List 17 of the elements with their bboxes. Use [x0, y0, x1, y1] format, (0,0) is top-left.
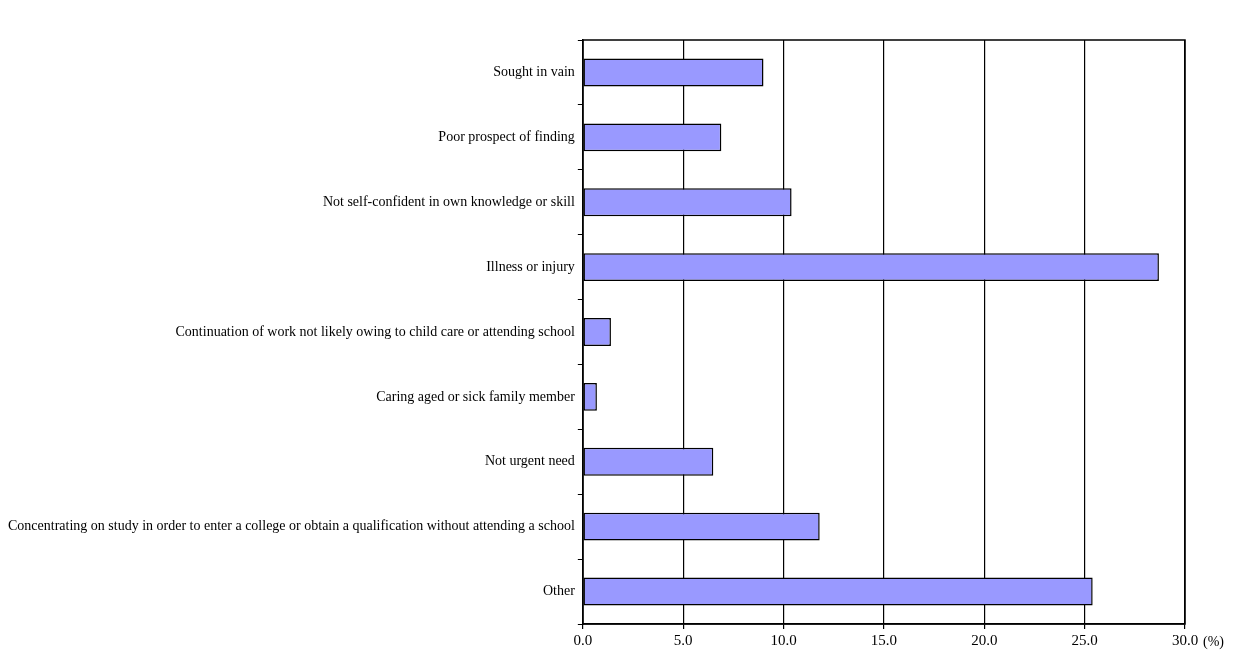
y-tick-label: Caring aged or sick family member	[376, 388, 576, 404]
x-tick-label: 0.0	[573, 631, 593, 648]
y-tick-label: Concentrating on study in order to enter a college or obtain a qualification without attending a school	[8, 518, 575, 534]
x-axis-title: (%)	[1203, 633, 1225, 650]
y-tick-label: Not self-confident in own knowledge or skill	[322, 193, 575, 209]
y-tick-label: Poor prospect of finding	[438, 129, 575, 145]
y-tick-label: Not urgent need	[484, 453, 575, 469]
x-tick-label: 10.0	[770, 631, 797, 648]
x-tick-label: 25.0	[1071, 631, 1098, 648]
y-tick-label: Continuation of work not likely owing to child care or attending school	[175, 323, 575, 339]
y-tick-label: Other	[542, 583, 576, 599]
x-tick-label: 15.0	[870, 631, 898, 648]
x-tick-label: 30.0	[1171, 631, 1199, 648]
x-tick-label: 5.0	[673, 631, 693, 648]
y-tick-label: Illness or injury	[486, 258, 575, 274]
x-tick-label: 20.0	[971, 631, 998, 648]
y-tick-label: Sought in vain	[493, 64, 575, 80]
